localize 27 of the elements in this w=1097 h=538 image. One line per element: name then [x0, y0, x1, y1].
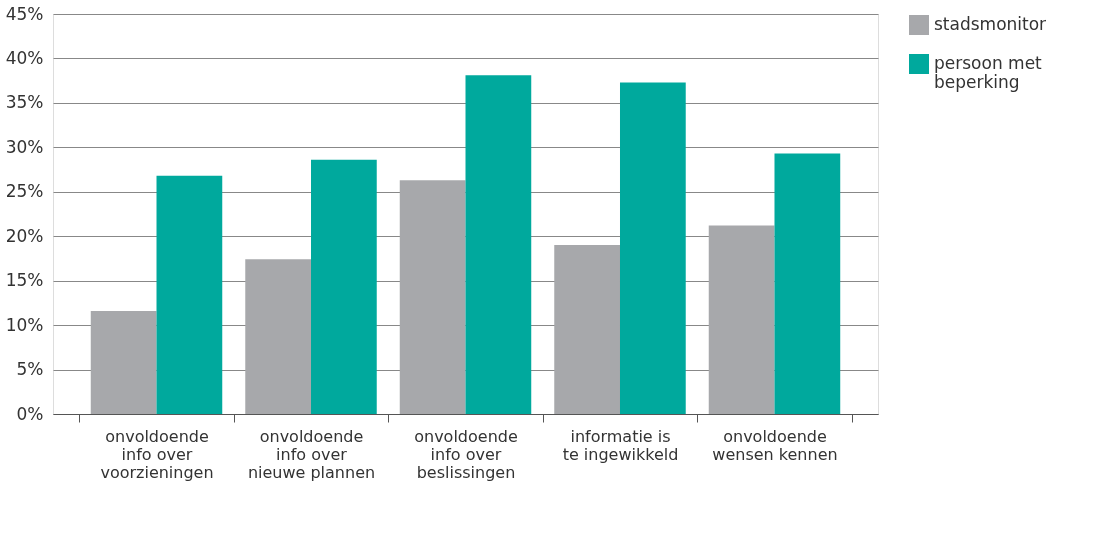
bar — [619, 82, 686, 414]
x-tick-label: onvoldoende info over nieuwe plannen — [247, 426, 376, 482]
bar — [90, 310, 157, 414]
bar — [245, 259, 312, 414]
y-tick-label: 15% — [5, 270, 44, 291]
x-tick-label: onvoldoende info over beslissingen — [414, 426, 518, 482]
x-tick-label: informatie is te ingewikkeld — [562, 426, 679, 464]
bar — [774, 153, 841, 414]
x-tick-label: onvoldoende wensen kennen — [712, 426, 838, 464]
bar — [554, 245, 620, 414]
y-tick-label: 5% — [16, 359, 44, 380]
y-tick-label: 45% — [5, 3, 44, 24]
y-tick-label: 0% — [16, 403, 44, 424]
legend-label: stadsmonitor — [934, 14, 1047, 34]
bar — [156, 175, 223, 414]
bar — [399, 180, 466, 414]
bar — [708, 225, 775, 414]
y-tick-label: 10% — [5, 314, 44, 335]
x-tick-label: onvoldoende info over voorzieningen — [100, 426, 214, 482]
y-tick-label: 30% — [5, 136, 44, 157]
y-tick-label: 35% — [5, 92, 44, 113]
y-tick-label: 40% — [5, 47, 44, 68]
y-tick-label: 25% — [5, 181, 44, 202]
bar — [465, 75, 532, 414]
legend-label: persoon met beperking — [934, 53, 1043, 92]
bar — [311, 159, 377, 414]
y-tick-label: 20% — [5, 225, 44, 246]
